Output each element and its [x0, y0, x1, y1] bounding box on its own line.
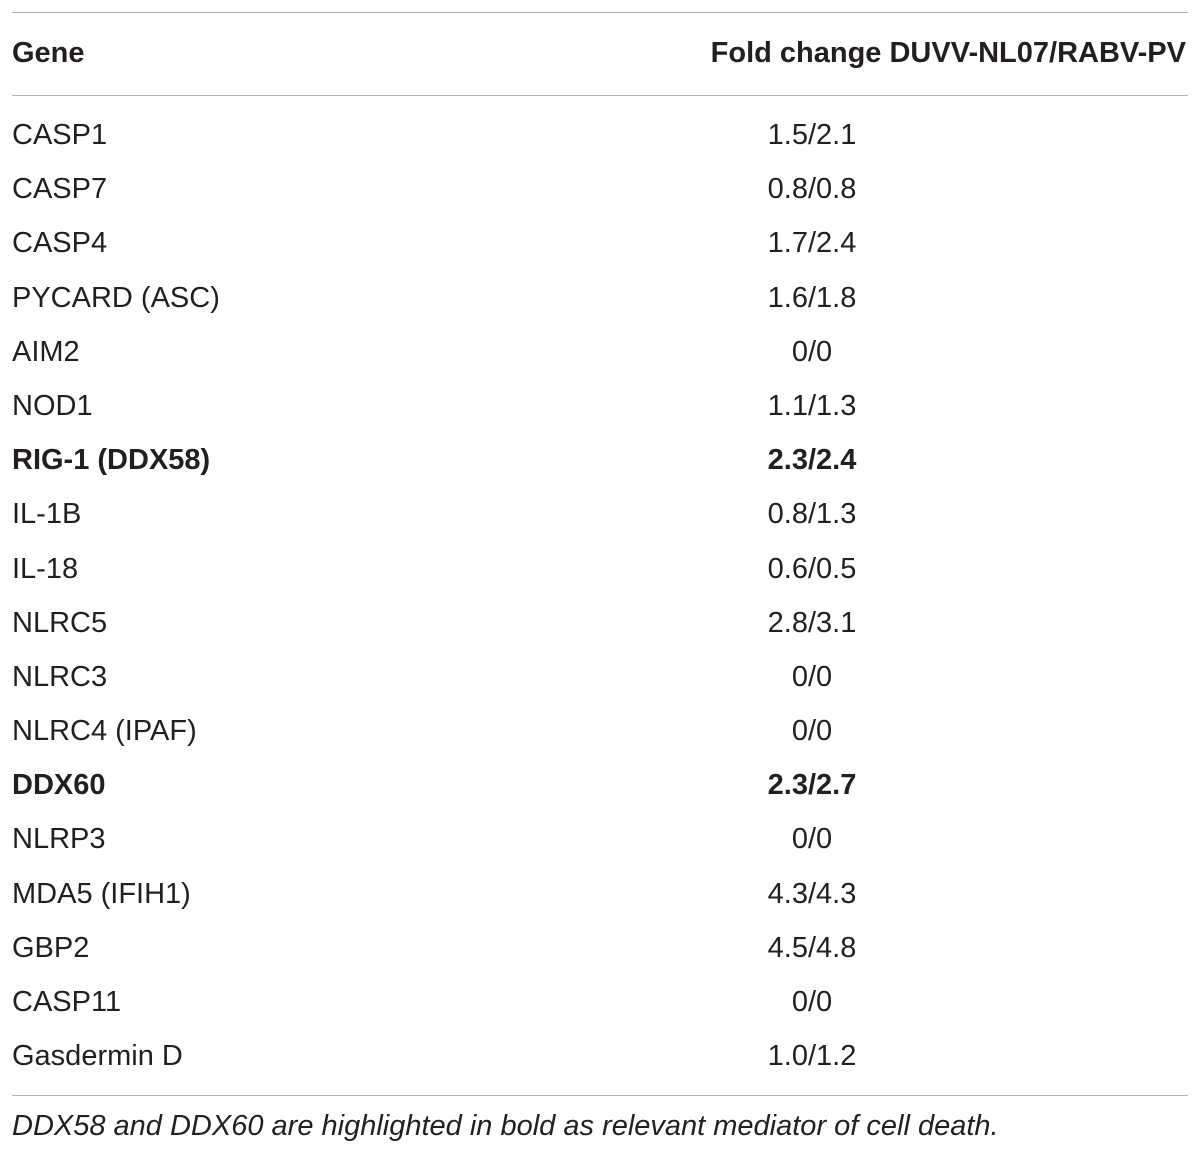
- cell-fold-change: 1.1/1.3: [767, 389, 857, 422]
- cell-gene: CASP4: [12, 227, 108, 260]
- table-row: NLRP3 0/0: [12, 812, 1188, 866]
- table-row: NLRC4 (IPAF) 0/0: [12, 704, 1188, 758]
- cell-fold-change: 2.3/2.7: [767, 769, 857, 802]
- header-rule: [12, 95, 1188, 96]
- cell-fold-change: 0.8/1.3: [767, 498, 857, 531]
- header-fold-change: Fold change DUVV-NL07/RABV-PV: [710, 37, 1186, 69]
- cell-gene: CASP1: [12, 119, 108, 151]
- cell-fold-change: 0.8/0.8: [767, 173, 857, 206]
- cell-gene: NLRP3: [12, 823, 106, 856]
- table-row: NLRC3 0/0: [12, 650, 1188, 704]
- table-row: DDX60 2.3/2.7: [12, 758, 1188, 812]
- table-row: RIG-1 (DDX58) 2.3/2.4: [12, 433, 1188, 487]
- cell-fold-change: 4.3/4.3: [767, 877, 857, 910]
- table-row: CASP7 0.8/0.8: [12, 162, 1188, 216]
- table-row: NOD1 1.1/1.3: [12, 379, 1188, 433]
- bottom-rule: [12, 1095, 1188, 1097]
- cell-fold-change: 1.5/2.1: [767, 119, 857, 151]
- cell-fold-change: 2.3/2.4: [767, 444, 857, 477]
- top-rule: [12, 12, 1188, 13]
- table-row: NLRC5 2.8/3.1: [12, 596, 1188, 650]
- cell-fold-change: 0/0: [791, 335, 833, 368]
- cell-gene: CASP7: [12, 173, 108, 206]
- table-row: CASP4 1.7/2.4: [12, 216, 1188, 270]
- cell-gene: IL-1B: [12, 498, 82, 531]
- cell-gene: MDA5 (IFIH1): [12, 877, 191, 910]
- cell-gene: PYCARD (ASC): [12, 281, 220, 314]
- cell-gene: NLRC3: [12, 660, 108, 693]
- table-header-row: Gene Fold change DUVV-NL07/RABV-PV: [12, 13, 1188, 95]
- cell-fold-change: 4.5/4.8: [767, 931, 857, 964]
- cell-gene: Gasdermin D: [12, 1040, 183, 1073]
- table-footnote: DDX58 and DDX60 are highlighted in bold …: [12, 1110, 999, 1143]
- cell-fold-change: 2.8/3.1: [767, 606, 857, 639]
- table-row: Gasdermin D 1.0/1.2: [12, 1029, 1188, 1083]
- cell-gene: NLRC4 (IPAF): [12, 715, 197, 748]
- cell-fold-change: 1.0/1.2: [767, 1040, 857, 1073]
- cell-gene: AIM2: [12, 335, 80, 368]
- cell-gene: GBP2: [12, 931, 90, 964]
- table-row: PYCARD (ASC) 1.6/1.8: [12, 271, 1188, 325]
- table-body: CASP1 1.5/2.1 CASP7 0.8/0.8 CASP4 1.7/2.4 PYCA…: [12, 96, 1188, 1095]
- cell-fold-change: 0.6/0.5: [767, 552, 857, 585]
- table-row: IL-1B 0.8/1.3: [12, 487, 1188, 541]
- cell-gene: RIG-1 (DDX58): [12, 444, 211, 477]
- cell-gene: CASP11: [12, 986, 122, 1018]
- cell-fold-change: 0/0: [791, 823, 833, 856]
- table-row: GBP2 4.5/4.8: [12, 921, 1188, 975]
- table-row: AIM2 0/0: [12, 325, 1188, 379]
- cell-gene: IL-18: [12, 552, 79, 585]
- table-row: CASP11 0/0: [12, 975, 1188, 1029]
- cell-gene: NLRC5: [12, 606, 108, 639]
- cell-fold-change: 1.6/1.8: [767, 281, 857, 314]
- cell-fold-change: 0/0: [791, 986, 833, 1018]
- cell-fold-change: 0/0: [791, 660, 833, 693]
- table-row: MDA5 (IFIH1) 4.3/4.3: [12, 867, 1188, 921]
- table-row: IL-18 0.6/0.5: [12, 542, 1188, 596]
- cell-gene: DDX60: [12, 769, 106, 802]
- gene-table: Gene Fold change DUVV-NL07/RABV-PV CASP1…: [12, 12, 1188, 1143]
- header-gene: Gene: [12, 37, 85, 69]
- cell-fold-change: 0/0: [791, 715, 833, 748]
- cell-fold-change: 1.7/2.4: [767, 227, 857, 260]
- table-row: CASP1 1.5/2.1: [12, 108, 1188, 162]
- cell-gene: NOD1: [12, 389, 93, 422]
